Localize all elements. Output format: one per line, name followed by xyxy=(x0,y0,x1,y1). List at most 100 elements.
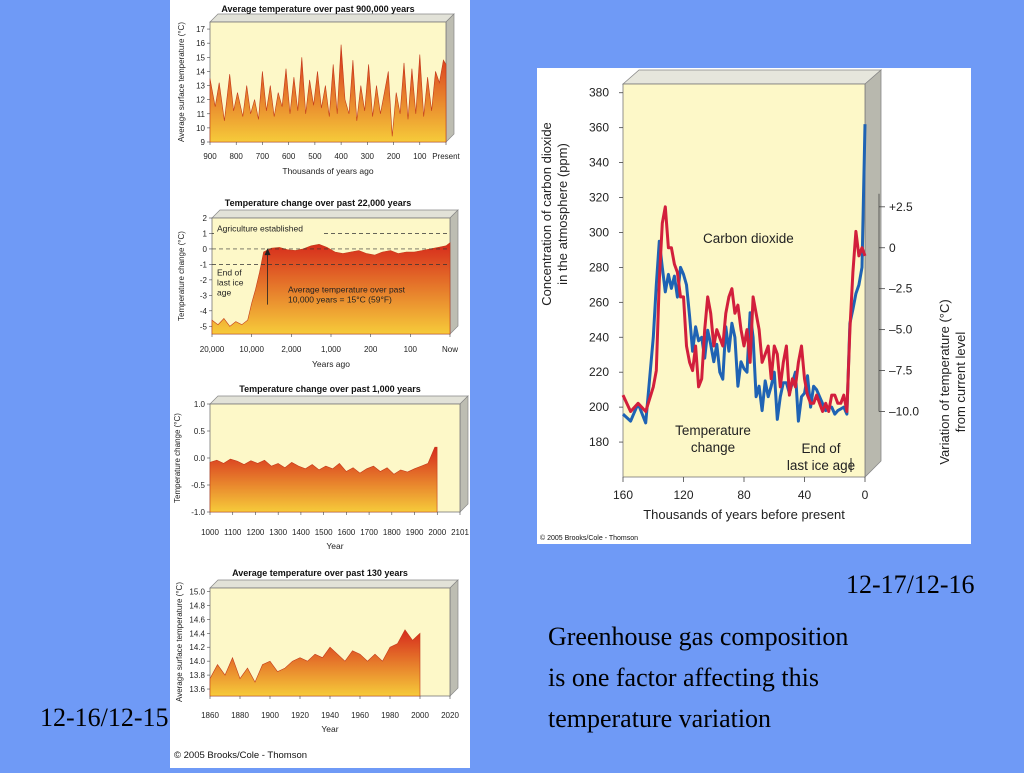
y-tick-label: 11 xyxy=(197,110,206,119)
x-tick-label: 500 xyxy=(308,152,322,161)
y-tick-label: 200 xyxy=(589,400,609,414)
x-tick-label: 1700 xyxy=(360,528,378,537)
x-tick-label: 900 xyxy=(203,152,217,161)
y-tick-label: 2 xyxy=(203,214,208,223)
annotation-end-ice-age: last ice age xyxy=(787,458,855,473)
y2-tick-label: –2.5 xyxy=(889,282,913,296)
x-tick-label: 1920 xyxy=(291,711,309,720)
y-tick-label: 360 xyxy=(589,121,609,135)
annotation-arrowhead xyxy=(264,248,271,256)
y-tick-label: -3 xyxy=(200,291,208,300)
chart-4: Average temperature over past 130 years 1… xyxy=(175,568,459,734)
plot-top-face xyxy=(209,13,455,23)
y-tick-label: 13.6 xyxy=(189,685,205,694)
x-tick-label: 1940 xyxy=(321,711,339,720)
plot-top-face xyxy=(211,209,459,219)
x-tick-label: 1880 xyxy=(231,711,249,720)
x-tick-label: 600 xyxy=(282,152,296,161)
x-tick-label: 1860 xyxy=(201,711,219,720)
y-axis-label: Average surface temperature (°C) xyxy=(177,22,186,142)
chart-3: Temperature change over past 1,000 years… xyxy=(173,384,469,551)
y-tick-label: 12 xyxy=(196,96,205,105)
y-tick-label: 15.0 xyxy=(189,587,205,596)
right-copyright: © 2005 Brooks/Cole - Thomson xyxy=(540,534,638,542)
y2-tick-label: +2.5 xyxy=(889,200,913,214)
x-tick-label: 120 xyxy=(673,488,693,502)
x-tick-label: 2101 xyxy=(451,528,469,537)
annotation-carbon-dioxide: Carbon dioxide xyxy=(703,231,794,246)
plot-side-face xyxy=(864,69,882,478)
y-tick-label: 380 xyxy=(589,86,609,100)
y-tick-label: 260 xyxy=(589,295,609,309)
y-tick-label: 13.8 xyxy=(189,671,205,680)
y-tick-label: 280 xyxy=(589,260,609,274)
temperature-area xyxy=(209,446,438,513)
x-tick-label: 200 xyxy=(364,345,378,354)
chart-title: Temperature change over past 1,000 years xyxy=(239,384,420,394)
left-figure-code: 12-16/12-15 xyxy=(40,703,169,732)
y2-axis-label: from current level xyxy=(953,332,968,433)
co2-temp-chart-group: 180 200 220 240 260 280 300 320 340 360 380 160 120 8… xyxy=(539,69,968,522)
y-tick-label: 320 xyxy=(589,191,609,205)
chart-title: Average temperature over past 130 years xyxy=(232,568,408,578)
annotation-average-temp: Average temperature over past xyxy=(288,284,406,294)
y-tick-label: -1.0 xyxy=(191,508,205,517)
plot-side-face xyxy=(445,13,455,143)
annotation-average-temp: 10,000 years = 15°C (59°F) xyxy=(288,294,392,304)
co2-temperature-chart: 180 200 220 240 260 280 300 320 340 360 380 160 120 8… xyxy=(539,69,968,542)
slide-caption: Greenhouse gas composition is one factor… xyxy=(548,616,968,739)
plot-side-face xyxy=(449,579,459,697)
x-tick-label: 1500 xyxy=(315,528,333,537)
y-tick-label: 300 xyxy=(589,225,609,239)
co2-temperature-figure-panel: 180 200 220 240 260 280 300 320 340 360 380 160 120 8… xyxy=(537,68,971,544)
plot-top-face xyxy=(209,395,469,405)
plot-side-face xyxy=(459,395,469,513)
y-tick-label: 14 xyxy=(196,67,205,76)
y-axis-label: Temperature change (°C) xyxy=(173,413,182,503)
caption-line: Greenhouse gas composition xyxy=(548,622,849,651)
x-axis-label: Year xyxy=(321,724,338,734)
x-tick-label: 700 xyxy=(256,152,270,161)
temperature-area xyxy=(211,242,451,335)
x-tick-label: 80 xyxy=(737,488,751,502)
x-axis-label: Years ago xyxy=(312,359,350,369)
x-axis-label: Thousands of years ago xyxy=(282,166,373,176)
x-tick-label: 40 xyxy=(798,488,812,502)
y-tick-label: -5 xyxy=(200,322,208,331)
y2-tick-label: –7.5 xyxy=(889,364,913,378)
x-tick-label: 1,000 xyxy=(321,345,342,354)
plot-top-face xyxy=(621,69,883,85)
x-tick-label: 300 xyxy=(361,152,375,161)
y-tick-label: 220 xyxy=(589,365,609,379)
right-figure-code: 12-17/12-16 xyxy=(846,570,975,599)
y-tick-label: 14.6 xyxy=(189,615,205,624)
annotation-end-ice-age: End of xyxy=(801,441,840,456)
annotation-end-ice-age: last ice xyxy=(217,277,244,287)
y-tick-label: 14.0 xyxy=(189,657,205,666)
y-axis-label: Average surface temperature (°C) xyxy=(175,582,184,702)
y-tick-label: -4 xyxy=(200,307,208,316)
x-tick-label: 200 xyxy=(387,152,401,161)
temperature-series-line xyxy=(621,205,867,413)
x-tick-label: 2,000 xyxy=(281,345,302,354)
x-tick-label: 2020 xyxy=(441,711,459,720)
x-tick-label: 1100 xyxy=(224,528,242,537)
temperature-area xyxy=(209,44,447,143)
y2-tick-label: –5.0 xyxy=(889,323,913,337)
y-tick-label: 180 xyxy=(589,435,609,449)
x-tick-label: 1300 xyxy=(269,528,287,537)
y-axis-label: Concentration of carbon dioxide xyxy=(539,122,554,306)
y-tick-label: 0 xyxy=(203,245,208,254)
y-tick-label: -2 xyxy=(200,276,208,285)
y-tick-label: 16 xyxy=(196,39,205,48)
x-tick-label: 1000 xyxy=(201,528,219,537)
y-tick-label: 0.0 xyxy=(194,454,206,463)
annotation-agriculture: Agriculture established xyxy=(217,223,303,233)
x-tick-label: 1960 xyxy=(351,711,369,720)
x-tick-label: 1600 xyxy=(337,528,355,537)
x-tick-label: 20,000 xyxy=(200,345,225,354)
y-tick-label: 10 xyxy=(196,124,205,133)
y-tick-label: 14.4 xyxy=(189,629,205,638)
y-tick-label: 14.8 xyxy=(189,601,205,610)
y-tick-label: 0.5 xyxy=(194,427,206,436)
